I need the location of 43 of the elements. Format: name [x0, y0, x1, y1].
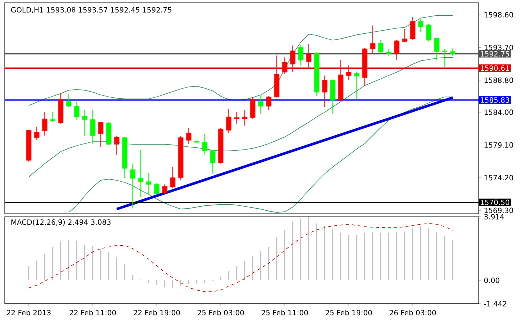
candlestick: [330, 79, 336, 114]
candlestick: [266, 96, 272, 111]
candlestick: [410, 16, 416, 41]
candlestick: [202, 133, 208, 155]
candlestick: [114, 135, 120, 156]
candlestick: [290, 45, 296, 73]
candlestick: [442, 48, 448, 68]
candlestick: [426, 24, 432, 42]
candlestick: [402, 28, 408, 43]
candlestick: [74, 102, 80, 120]
candlestick: [394, 40, 400, 61]
candlestick: [82, 110, 88, 136]
candlestick: [34, 126, 40, 141]
candlestick: [42, 112, 48, 136]
candlestick: [90, 109, 96, 144]
candlestick: [378, 40, 384, 54]
candlestick: [282, 57, 288, 75]
candlestick: [434, 37, 440, 61]
candlestick: [258, 95, 264, 114]
candlestick: [418, 18, 424, 33]
candlestick: [138, 149, 144, 198]
candlestick: [130, 164, 136, 210]
candlestick: [146, 172, 152, 194]
candlestick: [170, 166, 176, 188]
candlestick: [298, 44, 304, 66]
candlestick: [66, 94, 72, 108]
candlestick: [250, 96, 256, 120]
candlestick: [346, 65, 352, 81]
candlestick: [234, 112, 240, 124]
candlestick: [322, 75, 328, 108]
candlestick: [162, 184, 168, 194]
candlestick: [58, 92, 64, 125]
candlestick: [370, 25, 376, 54]
candlestick: [306, 44, 312, 68]
candlestick: [226, 108, 232, 134]
candlestick: [274, 55, 280, 98]
candlestick: [242, 110, 248, 126]
candlestick: [106, 122, 112, 146]
candlestick: [186, 128, 192, 145]
candlestick: [354, 71, 360, 100]
candlestick: [98, 121, 104, 148]
candlestick: [50, 112, 56, 123]
candlestick: [210, 149, 216, 174]
